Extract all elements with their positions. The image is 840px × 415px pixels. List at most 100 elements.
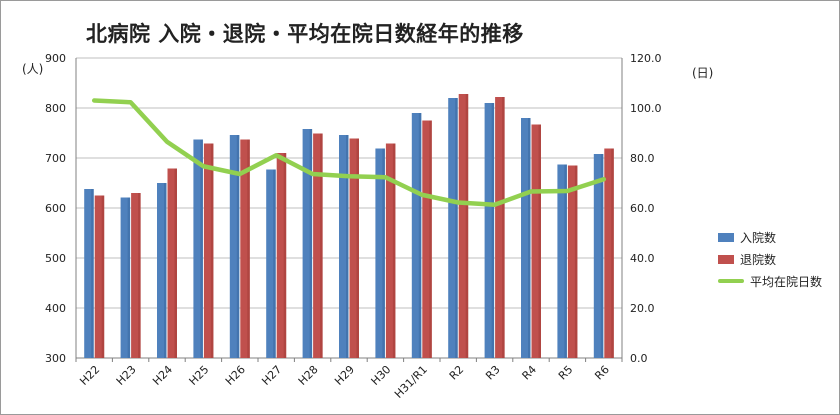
legend: 入院数 退院数 平均在院日数 (718, 226, 822, 292)
right-axis-tick-label: 60.0 (630, 202, 655, 215)
bar-discharges (458, 94, 469, 358)
bar-discharges (385, 143, 396, 358)
bar-admissions-shade (346, 135, 349, 358)
bar-admissions (448, 98, 458, 358)
right-axis-tick-label: 40.0 (630, 252, 655, 265)
legend-swatch-avg-stay (718, 279, 744, 283)
bar-admissions-shade (236, 135, 240, 358)
bar-discharges (531, 124, 541, 358)
bar-admissions (484, 103, 495, 358)
bar-discharges-shade (611, 148, 614, 358)
x-axis-tick-label: H28 (296, 363, 321, 388)
x-axis-tick-label: H29 (332, 363, 357, 388)
left-axis-tick-label: 800 (45, 102, 66, 115)
bar-discharges (167, 168, 177, 358)
legend-label-admissions: 入院数 (740, 230, 777, 245)
bar-discharges (349, 138, 359, 358)
bar-discharges-shade (465, 94, 469, 358)
left-axis-tick-label: 500 (45, 252, 66, 265)
right-axis-tick-label: 0.0 (630, 352, 648, 365)
bar-admissions-shade (528, 118, 531, 358)
left-axis-tick-label: 600 (45, 202, 66, 215)
bar-admissions (266, 169, 276, 358)
bar-discharges-shade (356, 138, 359, 358)
x-axis-tick-label: H30 (369, 363, 394, 388)
bar-discharges-shade (502, 97, 505, 358)
bar-discharges-shade (429, 120, 432, 358)
bar-admissions (593, 154, 604, 358)
bar-admissions-shade (600, 154, 604, 358)
left-axis-tick-label: 400 (45, 302, 66, 315)
bar-admissions-shade (418, 113, 422, 358)
bar-discharges-shade (392, 143, 396, 358)
legend-label-discharges: 退院数 (740, 252, 777, 267)
bar-discharges (240, 139, 250, 358)
x-axis-tick-label: H22 (77, 363, 102, 388)
bar-discharges (422, 120, 432, 358)
bar-admissions-shade (273, 169, 276, 358)
right-axis-tick-label: 20.0 (630, 302, 655, 315)
legend-swatch-discharges (718, 254, 734, 264)
x-axis-tick-label: H27 (259, 363, 284, 388)
bar-admissions-shade (491, 103, 495, 358)
bar-discharges (567, 165, 578, 358)
legend-label-avg-stay: 平均在院日数 (750, 274, 823, 289)
bar-discharges-shade (283, 153, 287, 358)
bar-admissions-shade (564, 164, 567, 358)
bar-admissions (411, 113, 422, 358)
bar-discharges (276, 153, 287, 358)
bar-discharges-shade (138, 193, 141, 358)
bar-discharges (131, 193, 141, 358)
bar-admissions (229, 135, 240, 358)
line-avg-stay (91, 98, 607, 207)
x-axis-tick-label: H24 (150, 363, 175, 388)
bar-discharges (495, 97, 505, 358)
x-axis-tick-label: R5 (556, 363, 576, 383)
legend-item-discharges: 退院数 (718, 248, 822, 270)
bar-admissions (557, 164, 567, 358)
bar-admissions (84, 189, 94, 358)
left-axis-tick-label: 700 (45, 152, 66, 165)
bar-discharges-shade (247, 139, 250, 358)
bar-discharges (203, 143, 214, 358)
bar-admissions-shade (455, 98, 458, 358)
bar-admissions-shade (127, 197, 131, 358)
bar-admissions (302, 129, 313, 358)
bar-admissions-shade (309, 129, 313, 358)
x-axis-tick-label: R4 (520, 363, 540, 383)
bar-discharges (313, 133, 323, 358)
x-axis-tick-label: H25 (187, 363, 212, 388)
legend-item-avg-stay: 平均在院日数 (718, 270, 822, 292)
bar-discharges-shade (538, 124, 541, 358)
right-axis-tick-label: 80.0 (630, 152, 655, 165)
x-axis-tick-label: H31/R1 (392, 363, 430, 401)
bar-admissions (375, 148, 385, 358)
bar-discharges-shade (174, 168, 177, 358)
left-axis-unit: (人) (22, 62, 44, 76)
x-axis-tick-label: R3 (483, 363, 503, 383)
right-axis-unit: (日) (692, 66, 714, 80)
bar-admissions-shade (382, 148, 385, 358)
legend-item-admissions: 入院数 (718, 226, 822, 248)
bar-admissions-shade (200, 139, 203, 358)
bar-discharges-shade (210, 143, 214, 358)
bar-admissions (157, 183, 167, 358)
bar-discharges-shade (574, 165, 578, 358)
left-axis-tick-label: 300 (45, 352, 66, 365)
left-axis-tick-label: 900 (45, 52, 66, 65)
bar-admissions-shade (164, 183, 167, 358)
bar-admissions (120, 197, 131, 358)
bar-admissions (193, 139, 203, 358)
chart-title: 北病院 入院・退院・平均在院日数経年的推移 (86, 22, 524, 46)
bar-discharges-shade (101, 195, 105, 358)
right-axis-tick-label: 100.0 (630, 102, 662, 115)
legend-swatch-admissions (718, 232, 734, 242)
bar-admissions-shade (91, 189, 94, 358)
bar-discharges (604, 148, 614, 358)
right-axis-tick-label: 120.0 (630, 52, 662, 65)
bar-admissions (521, 118, 531, 358)
bar-discharges (94, 195, 105, 358)
x-axis-tick-label: H26 (223, 363, 248, 388)
x-axis-tick-label: R6 (592, 363, 612, 383)
